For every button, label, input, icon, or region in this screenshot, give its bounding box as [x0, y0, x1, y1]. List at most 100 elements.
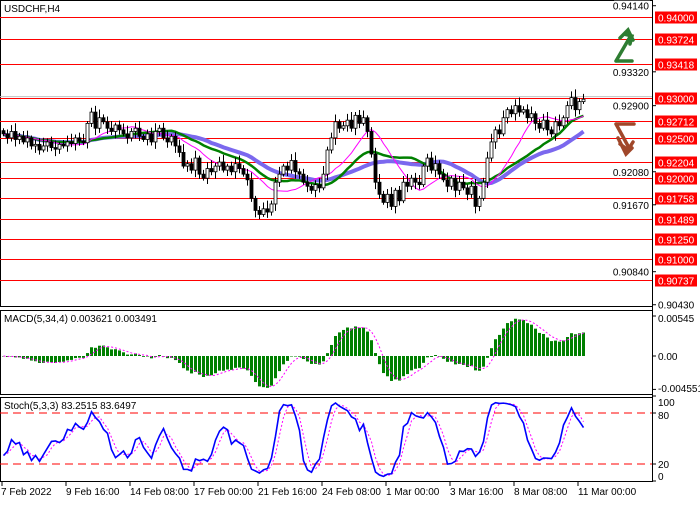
candle [9, 131, 14, 139]
macd-histogram-bar [194, 356, 197, 372]
macd-histogram-bar [214, 356, 217, 374]
macd-histogram-bar [62, 356, 65, 362]
macd-histogram-bar [322, 356, 325, 362]
macd-histogram-bar [66, 356, 69, 361]
candle [373, 153, 378, 183]
macd-histogram-bar [406, 356, 409, 375]
candle [237, 163, 242, 169]
candle [493, 129, 498, 143]
candle [169, 135, 174, 143]
candle [133, 127, 138, 132]
candle [429, 157, 434, 171]
level-label: 0.91758 [658, 195, 695, 206]
time-label: 7 Feb 2022 [1, 487, 52, 498]
macd-histogram-bar [266, 356, 269, 388]
price-panel[interactable]: USDCHF,H4 [0, 0, 653, 307]
candle [49, 141, 54, 148]
level-badge [655, 58, 697, 71]
candle [277, 173, 282, 183]
macd-histogram-bar [522, 320, 525, 356]
macd-histogram-bar [446, 356, 449, 362]
stochastic-panel[interactable]: Stoch(5,3,3) 83.2515 83.6497 [0, 397, 653, 482]
price-scale[interactable]: 0.94000 0.93724 0.93418 0.93000 0.92712 0.925… [613, 0, 700, 483]
macd-panel[interactable]: MACD(5,34,4) 0.003621 0.003491 [0, 310, 653, 395]
macd-histogram-bar [334, 336, 337, 356]
candle [93, 111, 98, 129]
candle [345, 119, 350, 127]
candle [213, 165, 218, 173]
moving-average-line [3, 115, 584, 192]
candle [337, 121, 342, 129]
macd-histogram-bar [494, 339, 497, 356]
macd-histogram-bar [30, 356, 33, 361]
candle [77, 137, 82, 142]
level-label: 0.93418 [658, 61, 695, 72]
candle [409, 177, 414, 187]
price-tick-label: 0.91670 [613, 201, 650, 212]
candle [477, 197, 482, 207]
candle [329, 137, 334, 151]
candle [333, 121, 338, 139]
macd-histogram-bar [74, 356, 77, 359]
macd-histogram-bar [78, 356, 81, 358]
candle [489, 141, 494, 159]
candle [401, 181, 406, 202]
macd-histogram-bar [166, 356, 169, 359]
candle [497, 129, 502, 135]
macd-histogram-bar [418, 356, 421, 369]
macd-histogram-bar [134, 353, 137, 356]
candle [449, 177, 454, 187]
macd-histogram-bar [294, 356, 297, 357]
candle [357, 114, 362, 124]
candle [117, 124, 122, 131]
macd-histogram-bar [178, 356, 181, 364]
level-label: 0.92000 [658, 175, 695, 186]
candle [37, 143, 42, 151]
macd-histogram-bar [158, 355, 161, 356]
candle [113, 124, 118, 132]
candle [221, 161, 226, 171]
macd-histogram-bar [106, 347, 109, 356]
macd-histogram-bar [202, 356, 205, 377]
macd-histogram-bar [346, 327, 349, 356]
candle [485, 157, 490, 183]
candle [193, 157, 198, 171]
macd-histogram-bar [90, 347, 93, 356]
candle [149, 133, 154, 143]
macd-histogram-bar [466, 356, 469, 368]
level-label: 0.91250 [658, 236, 695, 247]
candle [577, 101, 582, 111]
macd-histogram-bar [102, 345, 105, 356]
time-scale[interactable]: 7 Feb 2022 9 Feb 16:00 14 Feb 08:00 17 Feb … [1, 482, 637, 498]
macd-histogram-bar [70, 356, 73, 360]
price-tick-label: 0.92080 [613, 168, 650, 179]
candle [525, 109, 530, 119]
candle [533, 113, 538, 124]
time-label: 1 Mar 00:00 [386, 487, 440, 498]
macd-histogram-bar [94, 347, 97, 356]
candle [385, 193, 390, 203]
candle [565, 105, 570, 119]
level-badge [655, 233, 697, 246]
candle [89, 111, 94, 124]
time-label: 24 Feb 08:00 [322, 487, 381, 498]
candle [129, 131, 134, 139]
candle [349, 119, 354, 129]
price-tick-label-bg [614, 266, 650, 278]
candle [165, 137, 170, 143]
macd-histogram-bar [430, 356, 433, 357]
candle [109, 127, 114, 132]
candle [549, 129, 554, 135]
candle [137, 127, 142, 137]
macd-histogram-bar [410, 356, 413, 371]
sell-signal-arrow-icon [614, 122, 636, 157]
macd-histogram-bar [270, 356, 273, 386]
macd-histogram-bar [290, 356, 293, 357]
candle [377, 181, 382, 195]
candle [453, 177, 458, 191]
macd-histogram-bar [338, 332, 341, 356]
candle [181, 152, 186, 167]
candle [145, 133, 150, 140]
price-tick-label: 0.93320 [613, 68, 650, 79]
